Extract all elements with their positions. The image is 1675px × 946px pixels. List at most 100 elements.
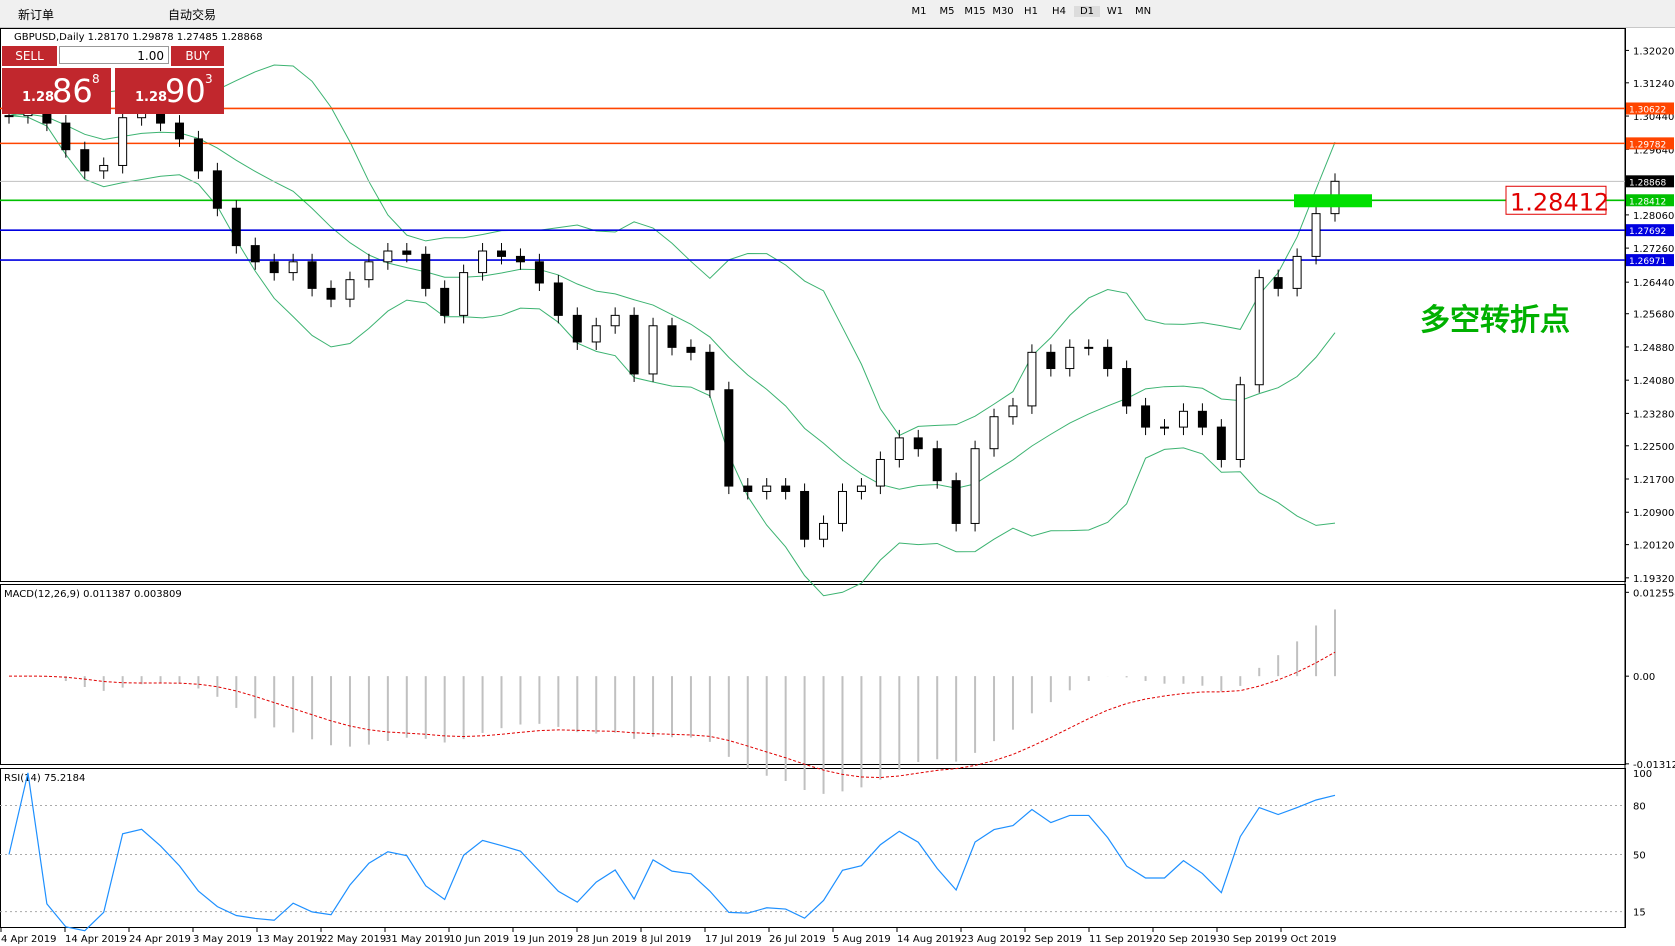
x-tick-label: 19 Jun 2019	[513, 934, 573, 945]
candle	[553, 282, 563, 316]
candle	[667, 325, 677, 348]
y-tick-label: -0.013128	[1633, 760, 1675, 771]
candle	[913, 437, 923, 450]
chart-header: GBPUSD,Daily 1.28170 1.29878 1.27485 1.2…	[14, 32, 263, 43]
candle	[345, 279, 355, 300]
candle	[1311, 213, 1321, 257]
candle	[856, 485, 866, 492]
level-label: 1.28868	[1629, 178, 1666, 188]
sell-quote[interactable]: 1.28 86 8	[2, 68, 111, 114]
timeframe[interactable]: M15	[964, 6, 986, 17]
rsi-line	[8, 772, 1336, 932]
y-tick-label: 1.30440	[1633, 112, 1674, 123]
level-label: 1.27692	[1629, 227, 1666, 237]
sell-button[interactable]: SELL	[2, 46, 57, 66]
level-tag	[1626, 175, 1674, 188]
x-tick-label: 4 Apr 2019	[1, 934, 56, 945]
candle	[781, 485, 791, 492]
candle	[894, 437, 904, 460]
candle	[231, 207, 241, 247]
y-tick-label: 0.00	[1633, 672, 1655, 683]
x-tick-label: 26 Jul 2019	[769, 934, 826, 945]
candle	[307, 261, 317, 289]
panel-frame	[0, 584, 1626, 765]
candle	[99, 164, 109, 172]
x-tick-label: 28 Jun 2019	[577, 934, 637, 945]
candle	[743, 485, 753, 492]
candle	[800, 490, 810, 540]
candle	[497, 250, 507, 257]
y-tick-label: 100	[1633, 769, 1652, 780]
candle	[705, 351, 715, 391]
y-tick-label: 1.27260	[1633, 244, 1674, 255]
level-tag	[1626, 194, 1674, 207]
y-tick-label: 1.31240	[1633, 79, 1674, 90]
new-order[interactable]: 新订单	[18, 8, 55, 22]
level-label: 1.29782	[1629, 140, 1666, 150]
level-label: 1.28412	[1629, 197, 1666, 207]
candle	[250, 245, 260, 263]
timeframe[interactable]: M5	[939, 6, 955, 17]
y-tick-label: 1.23280	[1633, 409, 1674, 420]
candle	[989, 416, 999, 450]
candle	[459, 272, 469, 316]
panel-frame	[0, 768, 1626, 928]
candle	[288, 261, 298, 274]
toolbar: 新订单 自动交易 M1 M5 M15 M30 H1 H4 D1 W1 MN	[0, 0, 1675, 28]
panel-frame	[0, 28, 1626, 582]
candle	[591, 325, 601, 343]
y-tick-label: 15	[1633, 908, 1646, 919]
x-tick-label: 5 Aug 2019	[833, 934, 891, 945]
candle	[212, 170, 222, 209]
buy-button[interactable]: BUY	[171, 46, 224, 66]
y-tick-label: 1.20900	[1633, 508, 1674, 519]
candle	[1292, 255, 1302, 289]
candle	[1254, 277, 1264, 386]
timeframe[interactable]: M30	[992, 6, 1014, 17]
x-tick-label: 31 May 2019	[385, 934, 450, 945]
candle	[421, 253, 431, 289]
timeframe[interactable]: M1	[911, 6, 927, 17]
candle	[118, 117, 128, 166]
level-label: 1.26971	[1629, 257, 1666, 267]
candle	[610, 314, 620, 327]
sell-pips: 86	[52, 72, 93, 110]
y-tick-label: 1.29640	[1633, 145, 1674, 156]
level-tag	[1626, 137, 1674, 150]
timeframe[interactable]: H1	[1024, 6, 1038, 17]
big-label: 1.28412	[1510, 188, 1609, 216]
x-tick-label: 8 Jul 2019	[641, 934, 691, 945]
candle	[4, 115, 14, 118]
candle	[440, 287, 450, 316]
candle	[478, 250, 488, 274]
candle	[515, 255, 525, 263]
candle	[686, 346, 696, 353]
timeframe[interactable]: D1	[1074, 6, 1100, 17]
x-tick-label: 17 Jul 2019	[705, 934, 762, 945]
candle	[875, 458, 885, 487]
timeframe[interactable]: MN	[1134, 6, 1152, 17]
candle	[1160, 426, 1170, 429]
timeframe[interactable]: H4	[1052, 6, 1066, 17]
auto-trade[interactable]: 自动交易	[168, 8, 217, 22]
highlight	[1294, 194, 1372, 208]
x-tick-label: 20 Sep 2019	[1153, 934, 1216, 945]
candle	[364, 261, 374, 281]
candle	[648, 325, 658, 375]
level-tag	[1626, 254, 1674, 267]
timeframe[interactable]: W1	[1106, 6, 1124, 17]
candle	[174, 122, 184, 140]
y-tick-label: 1.19320	[1633, 574, 1674, 585]
x-tick-label: 30 Sep 2019	[1217, 934, 1280, 945]
buy-quote[interactable]: 1.28 90 3	[115, 68, 224, 114]
candle	[80, 149, 90, 172]
big-label-box	[1505, 185, 1607, 215]
x-tick-label: 2 Sep 2019	[1025, 934, 1082, 945]
lots-input[interactable]: 1.00	[59, 46, 169, 64]
candle	[1122, 368, 1132, 407]
candle	[1216, 426, 1226, 460]
x-tick-label: 23 Aug 2019	[961, 934, 1025, 945]
y-tick-label: 50	[1633, 851, 1646, 862]
candle	[1065, 346, 1075, 370]
